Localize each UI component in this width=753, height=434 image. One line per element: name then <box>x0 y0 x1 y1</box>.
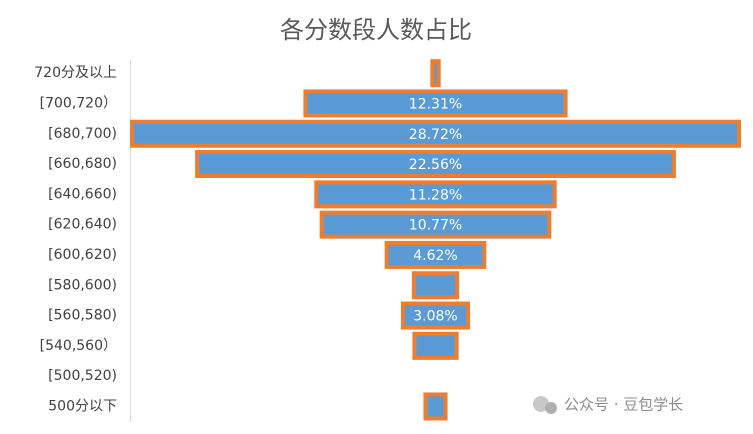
watermark-text: 公众号 · 豆包学长 <box>564 396 683 414</box>
bar <box>384 240 487 269</box>
bar <box>314 180 557 209</box>
data-label: 11.28% <box>409 187 462 203</box>
y-tick-label: [540,560） <box>40 338 117 354</box>
bar <box>130 119 741 148</box>
bar <box>412 331 459 360</box>
bar <box>400 301 471 330</box>
y-tick-label: [500,520) <box>48 368 117 384</box>
y-tick-label: [580,600) <box>48 277 117 293</box>
data-label: 12.31% <box>409 96 462 112</box>
y-tick-label: 720分及以上 <box>34 65 117 81</box>
data-label: 10.77% <box>409 218 462 234</box>
y-tick-label: [640,660) <box>48 186 117 202</box>
chart-title: 各分数段人数占比 <box>280 16 472 44</box>
y-tick-label: [600,620) <box>48 247 117 263</box>
data-label: 22.56% <box>409 157 462 173</box>
y-tick-label: [620,640) <box>48 217 117 233</box>
watermark: 公众号 · 豆包学长 <box>533 396 683 414</box>
data-label: 4.62% <box>413 248 457 264</box>
y-tick-label: [560,580) <box>48 308 117 324</box>
y-tick-label: [660,680) <box>48 156 117 172</box>
bar <box>430 59 441 88</box>
bar <box>411 271 460 300</box>
data-label: 28.72% <box>409 127 462 143</box>
bar <box>319 210 552 239</box>
bar <box>423 392 448 421</box>
data-label: 3.08% <box>413 309 457 325</box>
y-tick-label: [680,700) <box>48 126 117 142</box>
watermark-icon <box>545 402 557 414</box>
y-tick-label: [700,720） <box>40 95 117 111</box>
bar <box>195 150 676 179</box>
y-tick-label: 500分以下 <box>48 398 117 414</box>
bar <box>303 89 568 118</box>
